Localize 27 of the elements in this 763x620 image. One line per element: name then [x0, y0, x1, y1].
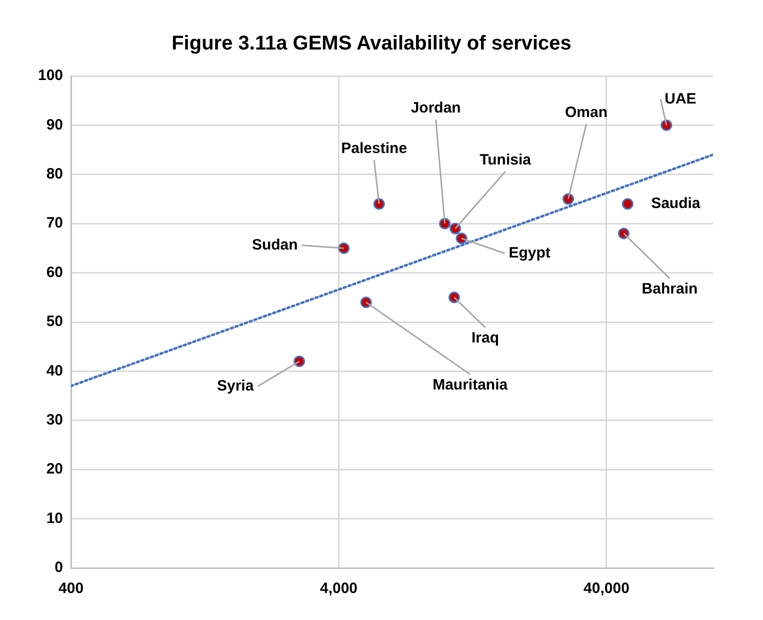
annotation: Iraq [471, 330, 499, 347]
annotation: Egypt [508, 244, 550, 262]
annotation: Oman [565, 104, 608, 122]
annotation: Tunisia [480, 152, 532, 169]
y-tick-label: 70 [46, 214, 64, 232]
y-tick-label: 90 [46, 116, 64, 134]
y-tick-label: 40 [46, 362, 64, 380]
y-tick-label: 80 [46, 166, 64, 183]
annotation: Mauritania [432, 376, 508, 394]
chart-title: Figure 3.11a GEMS Availability of services [172, 32, 572, 55]
y-tick-label: 30 [46, 412, 64, 429]
y-tick-label: 100 [38, 67, 64, 84]
y-tick-label: 20 [46, 460, 64, 478]
x-tick-label: 400 [58, 580, 84, 598]
annotation: Sudan [252, 236, 298, 254]
y-tick-label: 10 [46, 510, 64, 527]
annotation: UAE [664, 90, 696, 108]
annotation: Saudia [651, 195, 701, 212]
x-tick-label: 4,000 [320, 580, 358, 598]
annotation: Jordan [410, 100, 461, 117]
annotation: Bahrain [642, 280, 698, 298]
y-tick-label: 0 [54, 559, 64, 576]
x-tick-label: 40,000 [584, 580, 630, 598]
annotation: Palestine [341, 140, 408, 158]
annotation: Syria [216, 378, 254, 394]
y-tick-label: 60 [46, 264, 64, 281]
y-tick-label: 50 [46, 313, 64, 330]
